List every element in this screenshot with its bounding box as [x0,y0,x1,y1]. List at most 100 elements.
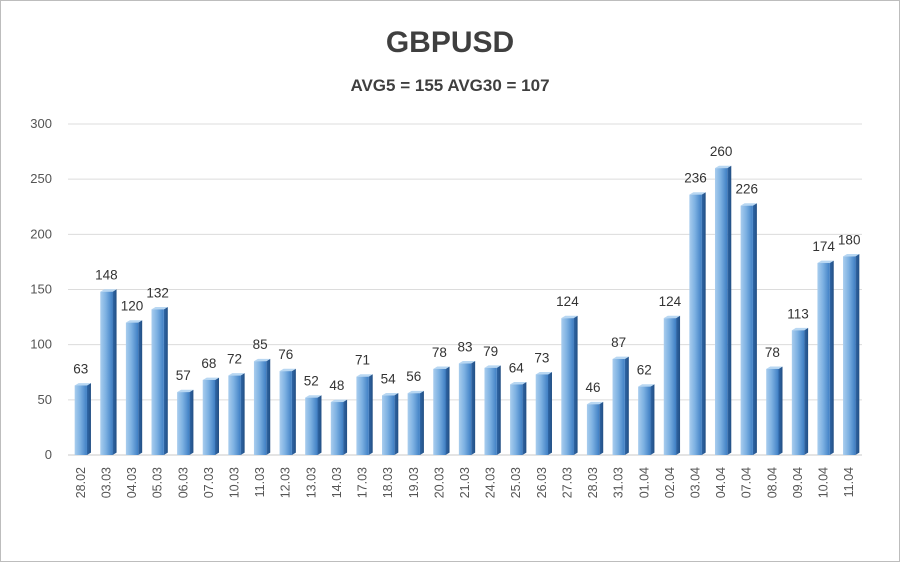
bar-top [561,315,578,319]
bar-side [163,306,168,455]
x-tick-label-28.02: 28.02 [74,467,88,498]
bar-front [330,402,344,455]
bar-28.02 [74,383,91,455]
bar-side [701,192,706,456]
data-label-14.03: 48 [329,378,344,393]
x-tick-label-28.03: 28.03 [586,467,600,498]
data-label-09.04: 113 [787,306,809,321]
data-label-13.03: 52 [304,374,319,389]
bar-side [752,203,757,455]
bar-front [253,361,267,455]
bar-front [382,395,395,455]
bars [74,165,860,456]
x-tick-label-03.04: 03.04 [689,467,703,498]
y-tick-label: 50 [38,392,52,407]
bar-11.03 [253,358,271,455]
bar-side [471,361,476,455]
bar-top [125,320,143,323]
data-label-11.04: 180 [838,232,861,247]
bar-front [638,386,651,455]
bar-side [419,390,424,455]
x-tick-label-04.04: 04.04 [714,467,728,498]
bar-front [305,397,318,455]
x-tick-label-10.04: 10.04 [817,467,831,498]
bar-front [202,379,216,455]
data-label-10.04: 174 [812,239,835,254]
bar-top [766,366,783,369]
bar-side [650,384,655,455]
bar-side [829,260,834,455]
bar-top [689,192,706,195]
bar-31.03 [612,356,629,455]
bar-front [791,330,805,455]
bar-06.03 [177,389,194,455]
bar-side [86,383,91,455]
bar-03.04 [689,192,706,456]
data-label-26.03: 73 [534,350,549,365]
x-tick-label-24.03: 24.03 [484,467,498,498]
bar-side [676,315,681,455]
data-label-17.03: 71 [355,353,370,368]
data-label-04.03: 120 [121,299,144,314]
data-label-31.03: 87 [611,335,626,350]
bar-top [177,389,194,393]
bar-10.04 [817,260,834,455]
x-tick-label-12.03: 12.03 [279,467,293,498]
data-label-01.04: 62 [637,363,652,378]
bar-18.03 [382,393,399,455]
x-axis-ticks: 28.02 03.03 04.03 05.03 06.03 07.03 10.03 11.03… [74,467,856,498]
data-label-20.03: 78 [432,345,447,360]
bar-side [343,399,348,455]
bar-side [138,320,143,455]
data-label-18.03: 54 [381,371,397,386]
chart-subtitle: AVG5 = 155 AVG30 = 107 [350,76,550,95]
bar-front [177,392,190,455]
bar-11.04 [843,254,860,455]
bar-24.03 [484,365,501,455]
data-label-19.03: 56 [406,369,421,384]
bar-top [151,306,168,310]
data-label-07.04: 226 [735,182,758,197]
bar-top [279,368,296,372]
bar-front [663,318,677,455]
data-label-06.03: 57 [176,368,191,383]
bar-top [100,289,117,292]
bar-front [510,384,523,455]
bar-top [484,365,501,368]
bar-top [843,254,860,257]
bar-top [612,356,629,360]
bar-front [458,363,472,455]
bar-14.03 [330,399,348,455]
bar-front [714,168,728,455]
bar-09.04 [791,327,809,455]
bar-27.03 [561,315,578,455]
y-axis-ticks: 0 50 100 150 200 250 300 [30,116,52,462]
data-label-03.03: 148 [95,268,118,283]
bar-side [189,389,194,455]
x-tick-label-01.04: 01.04 [637,467,651,498]
x-tick-label-07.03: 07.03 [202,467,216,498]
x-tick-label-06.03: 06.03 [176,467,190,498]
bar-side [445,366,450,455]
bar-top [638,384,655,387]
bar-top [330,399,348,403]
bar-front [586,404,600,455]
bar-top [740,203,757,206]
bar-21.03 [458,361,476,455]
bar-front [766,368,779,455]
bar-front [484,367,497,455]
data-label-03.04: 236 [684,171,707,186]
bar-top [714,165,732,169]
bar-top [510,381,527,385]
bar-side [778,366,783,455]
bar-front [356,376,369,455]
data-label-24.03: 79 [483,344,498,359]
x-tick-label-14.03: 14.03 [330,467,344,498]
data-label-02.04: 124 [659,294,682,309]
bar-side [112,289,117,455]
data-label-08.04: 78 [765,345,780,360]
bar-front [74,385,87,455]
bar-05.03 [151,306,168,455]
bar-13.03 [305,395,322,455]
